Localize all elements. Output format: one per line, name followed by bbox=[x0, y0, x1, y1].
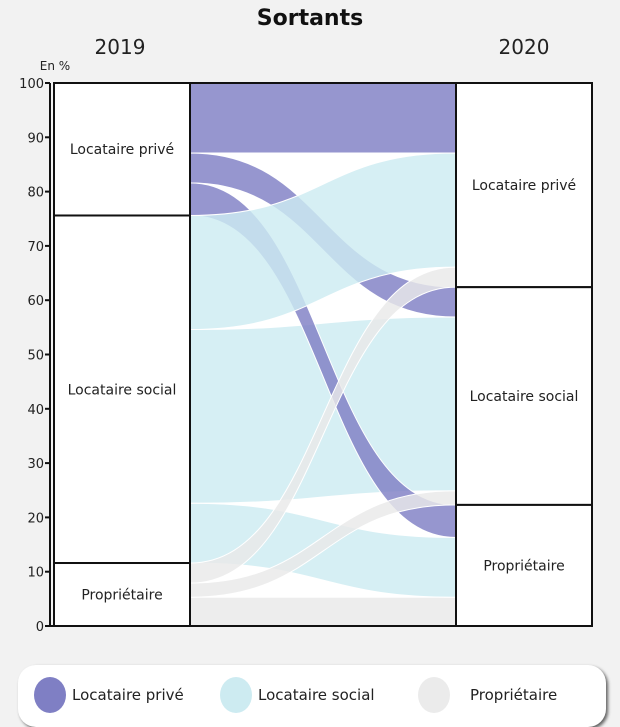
y-tick-label: 50 bbox=[27, 349, 44, 364]
column-label-left: 2019 bbox=[95, 35, 146, 59]
chart-title: Sortants bbox=[256, 6, 364, 31]
node-right bbox=[455, 82, 593, 289]
y-tick-label: 0 bbox=[36, 620, 44, 635]
node-right bbox=[455, 503, 593, 628]
y-tick-label: 10 bbox=[27, 566, 44, 581]
legend-item-proprietaire[interactable]: Propriétaire bbox=[418, 677, 557, 713]
column-label-right: 2020 bbox=[499, 35, 550, 59]
node-label: Locataire privé bbox=[472, 178, 576, 194]
node-left bbox=[53, 214, 191, 565]
node-label: Propriétaire bbox=[483, 558, 564, 574]
y-tick-label: 90 bbox=[27, 131, 44, 146]
y-axis-label: En % bbox=[40, 59, 70, 73]
y-tick-label: 30 bbox=[27, 457, 44, 472]
node-left bbox=[53, 562, 191, 628]
legend-swatch bbox=[418, 677, 450, 713]
legend: Locataire privé Locataire social Proprié… bbox=[18, 665, 606, 727]
flow-propri-taire-to-propri-taire bbox=[189, 596, 457, 627]
flow-locataire-priv--to-locataire-priv- bbox=[189, 82, 457, 154]
legend-label: Propriétaire bbox=[470, 686, 558, 704]
legend-item-locataire-prive[interactable]: Locataire privé bbox=[34, 677, 184, 713]
node-right bbox=[455, 286, 593, 506]
node-label: Locataire privé bbox=[70, 142, 174, 158]
node-label: Propriétaire bbox=[81, 588, 162, 604]
legend-label: Locataire social bbox=[258, 686, 375, 704]
legend-item-locataire-social[interactable]: Locataire social bbox=[220, 677, 375, 713]
y-tick-label: 20 bbox=[27, 511, 44, 526]
y-tick-label: 70 bbox=[27, 240, 44, 255]
legend-swatch bbox=[34, 677, 66, 713]
y-tick-label: 40 bbox=[27, 403, 44, 418]
node-label: Locataire social bbox=[470, 389, 579, 405]
legend-swatch bbox=[220, 677, 252, 713]
legend-label: Locataire privé bbox=[72, 686, 184, 704]
y-tick-label: 80 bbox=[27, 186, 44, 201]
y-tick-label: 60 bbox=[27, 294, 44, 309]
y-tick-label: 100 bbox=[19, 77, 44, 92]
node-label: Locataire social bbox=[68, 382, 177, 398]
